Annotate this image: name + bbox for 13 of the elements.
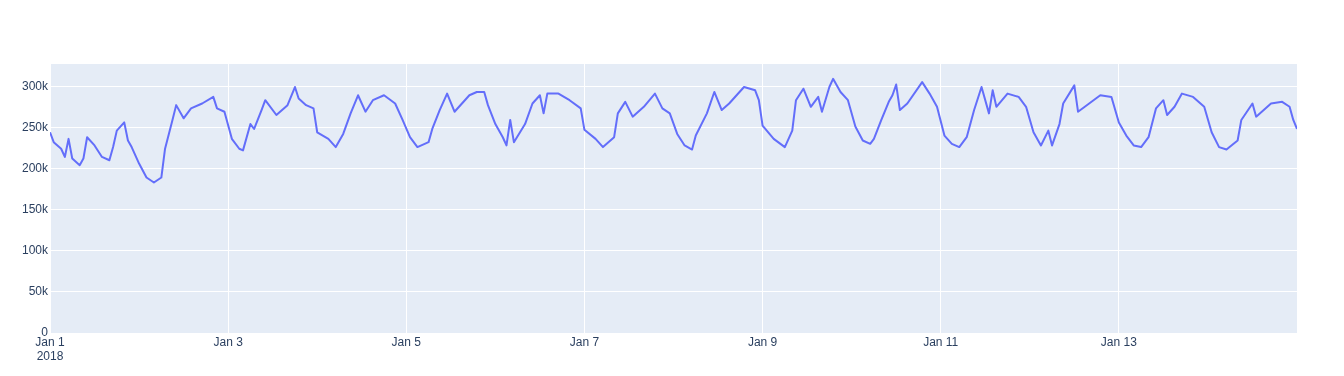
y-tick-label: 250k [21,119,49,134]
y-tick-label: 200k [21,160,49,175]
x-tick-label: Jan 9 [747,334,778,349]
x-tick-label: Jan 13 [1100,334,1138,349]
x-tick-label: Jan 5 [391,334,422,349]
y-tick-label: 50k [28,284,49,299]
y-tick-label: 300k [21,78,49,93]
x-tick-label: Jan 11 [923,334,959,349]
y-tick-label: 100k [21,243,49,258]
x-tick-label: Jan 3 [213,334,244,349]
y-tick-label: 150k [21,201,49,216]
y-tick-label: 0 [41,325,49,340]
x-tick-label: Jan 7 [569,334,600,349]
